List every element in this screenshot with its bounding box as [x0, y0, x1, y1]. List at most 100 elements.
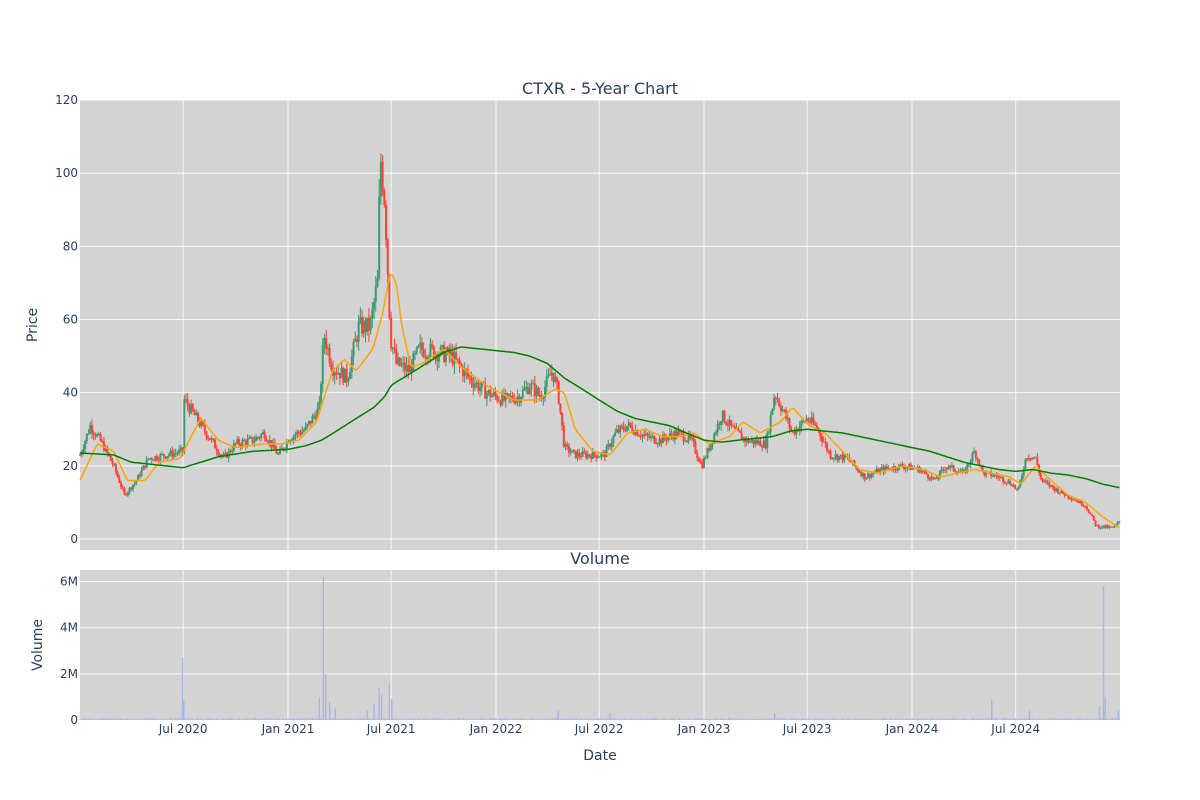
candle-body [552, 372, 555, 382]
volume-bar [775, 718, 777, 720]
candle-body [850, 460, 853, 463]
volume-bar [1065, 718, 1067, 720]
candle-body [277, 453, 280, 455]
volume-bar [81, 718, 83, 720]
volume-bar [517, 718, 519, 720]
candle-body [429, 343, 432, 358]
candle-body [479, 387, 482, 391]
candle-body [157, 459, 160, 461]
candle-body [128, 487, 131, 493]
candle-body [173, 453, 176, 457]
candle-body [458, 359, 461, 365]
volume-bar [563, 718, 565, 720]
candle-body [921, 470, 924, 472]
candle-body [260, 434, 263, 438]
candle-body [237, 439, 240, 445]
candle-body [981, 465, 984, 471]
candle-body [728, 420, 731, 426]
volume-bar [574, 719, 576, 720]
volume-bar-series [79, 576, 1120, 720]
candle-body [1003, 481, 1006, 483]
date-x-tick-label: Jul 2022 [574, 722, 624, 736]
volume-bar [262, 718, 264, 720]
volume-bar [1085, 718, 1087, 720]
candle-body [555, 377, 558, 382]
candle-body [569, 452, 572, 454]
volume-bar [343, 718, 345, 720]
candle-body [282, 448, 285, 450]
volume-bar [601, 718, 603, 720]
volume-bar [870, 718, 872, 720]
volume-bar [1019, 719, 1021, 720]
volume-bar [84, 718, 86, 720]
volume-bar [770, 718, 772, 720]
candle-body [526, 386, 529, 394]
candle-body [697, 457, 700, 462]
candle-body [860, 472, 863, 477]
volume-bar [102, 717, 104, 720]
candle-body [120, 482, 123, 488]
candle-body [294, 434, 297, 436]
volume-bar [550, 718, 552, 720]
volume-bar [155, 718, 157, 720]
volume-bar [1097, 718, 1099, 720]
volume-bar [394, 718, 396, 720]
candle-body [279, 448, 282, 454]
volume-bar [347, 718, 349, 720]
volume-bar [710, 719, 712, 720]
volume-bar [682, 718, 684, 720]
volume-bar [508, 718, 510, 720]
volume-bar [386, 718, 388, 720]
candle-body [407, 365, 410, 373]
volume-bar [317, 718, 319, 720]
volume-bar [175, 718, 177, 720]
volume-bar [649, 718, 651, 720]
volume-bar [301, 718, 303, 720]
candle-body [1099, 527, 1102, 529]
volume-bar [1017, 719, 1019, 720]
volume-bar [802, 718, 804, 720]
candle-body [545, 376, 548, 387]
volume-bar [739, 719, 741, 720]
volume-bar [412, 718, 414, 720]
volume-bar [586, 718, 588, 720]
volume-bar [779, 718, 781, 720]
volume-bar [299, 717, 301, 720]
volume-bar [579, 718, 581, 720]
candle-body [229, 450, 232, 453]
volume-bar [204, 718, 206, 720]
volume-bar [984, 718, 986, 720]
candle-body [576, 452, 579, 459]
volume-bar [306, 718, 308, 720]
volume-bar [327, 718, 329, 720]
candle-body [504, 393, 507, 401]
volume-bar [172, 719, 174, 720]
volume-bar [606, 718, 608, 720]
date-x-tick-label: Jul 2024 [990, 722, 1040, 736]
volume-bar [998, 719, 1000, 720]
x-axis-label: Date [583, 748, 616, 764]
candle-body [619, 425, 622, 433]
volume-bar [257, 718, 259, 720]
candle-body [301, 431, 304, 435]
volume-bar [746, 718, 748, 720]
candle-body [415, 347, 418, 354]
volume-bar [474, 719, 476, 720]
candle-body [241, 440, 244, 447]
candle-body [1094, 520, 1097, 526]
volume-bar [229, 718, 231, 720]
candle-body [687, 434, 690, 441]
volume-bar [259, 718, 261, 720]
candle-body [364, 320, 367, 332]
volume-bar [183, 699, 185, 720]
volume-bar [617, 718, 619, 720]
volume-bar [399, 718, 401, 720]
candle-body [673, 430, 676, 440]
candle-body [362, 320, 365, 334]
volume-bar [820, 718, 822, 720]
candle-body [523, 388, 526, 391]
volume-bar [367, 718, 369, 720]
candle-body [472, 383, 475, 388]
candle-body [903, 466, 906, 469]
volume-bar [1058, 718, 1060, 720]
